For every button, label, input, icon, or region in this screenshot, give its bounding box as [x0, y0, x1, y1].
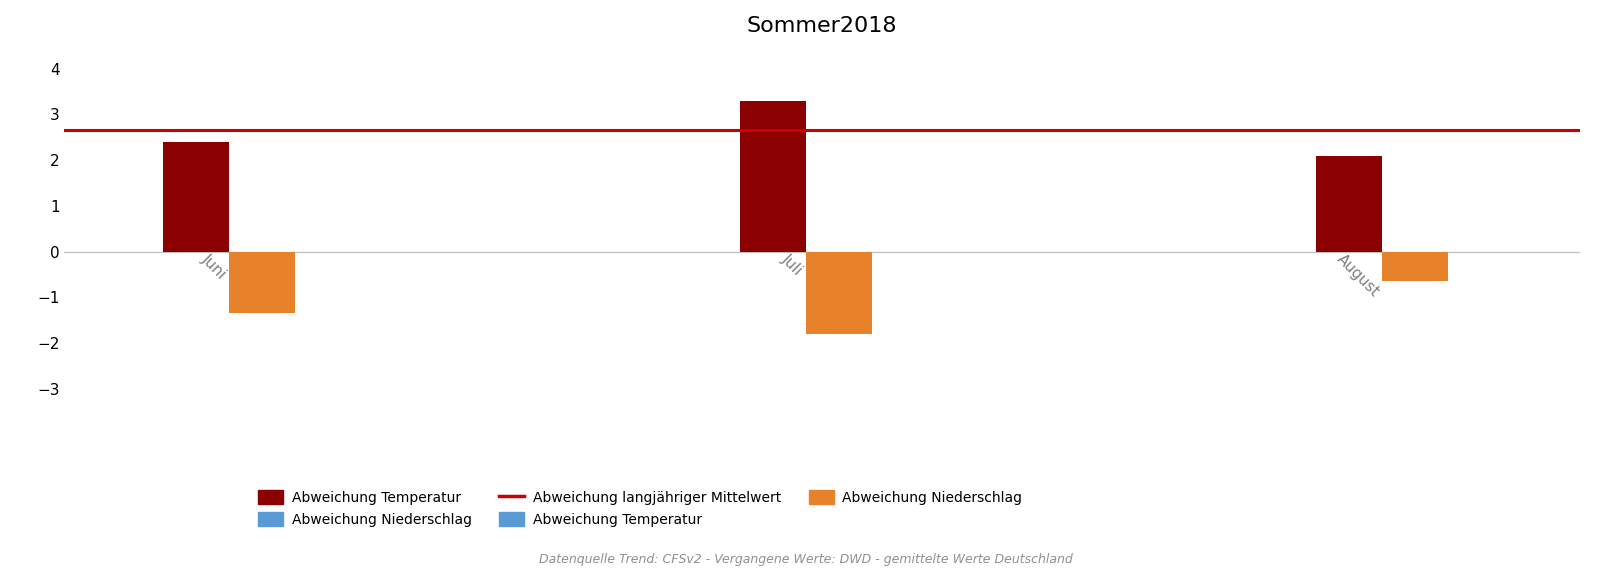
Bar [740, 101, 806, 252]
Bar [163, 142, 229, 252]
Bar [229, 252, 295, 313]
Legend: Abweichung Temperatur, Abweichung Niederschlag, Abweichung langjähriger Mittelwe: Abweichung Temperatur, Abweichung Nieder… [253, 484, 1028, 533]
Bar [1381, 252, 1448, 281]
Text: Juni: Juni [198, 252, 229, 282]
Text: August: August [1333, 252, 1381, 300]
Text: Juli: Juli [779, 252, 806, 279]
Text: Datenquelle Trend: CFSv2 - Vergangene Werte: DWD - gemittelte Werte Deutschland: Datenquelle Trend: CFSv2 - Vergangene We… [538, 553, 1074, 566]
Bar [1317, 156, 1381, 252]
Bar [806, 252, 872, 334]
Title: Sommer2018: Sommer2018 [746, 16, 898, 36]
